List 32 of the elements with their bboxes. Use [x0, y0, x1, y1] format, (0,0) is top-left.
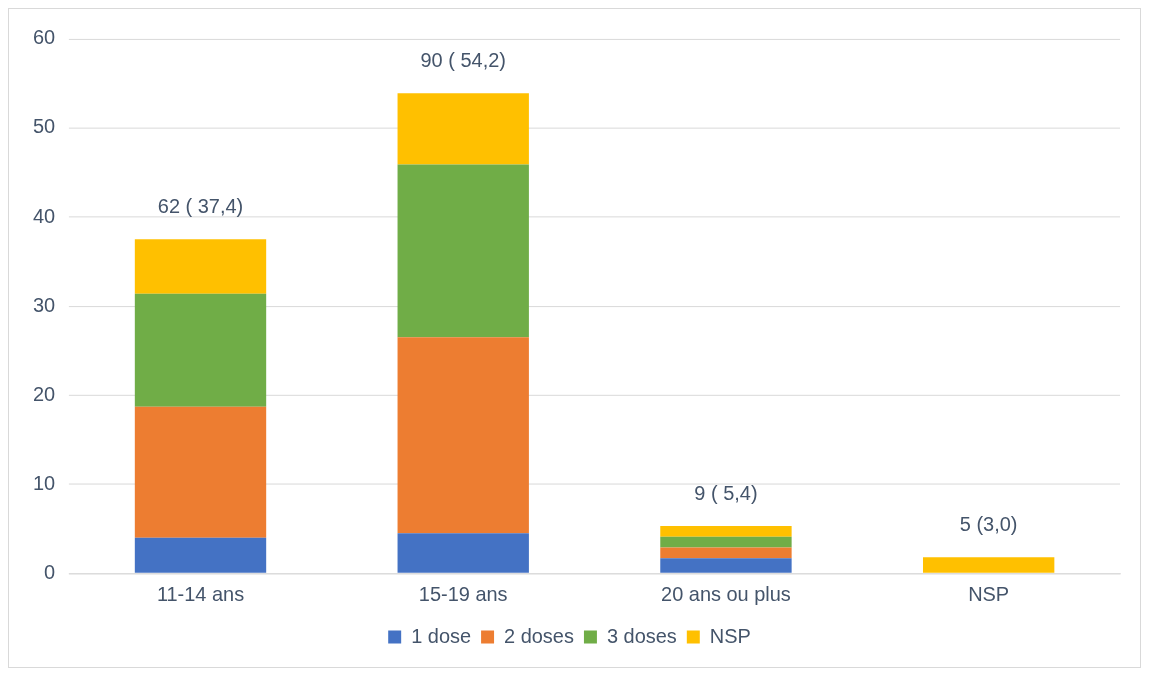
y-tick-label: 0: [44, 560, 56, 583]
bar: [397, 533, 529, 573]
bar: [134, 293, 267, 407]
legend-label: NSP: [709, 624, 751, 647]
bar: [660, 558, 792, 573]
x-tick-label: NSP: [968, 582, 1010, 605]
y-tick-label: 30: [32, 293, 56, 316]
bar: [134, 537, 267, 573]
y-tick-label: 50: [32, 115, 56, 138]
bar: [660, 526, 792, 537]
bar: [922, 557, 1055, 573]
legend-label: 2 doses: [504, 624, 574, 647]
bar: [397, 93, 529, 165]
bar: [397, 337, 529, 534]
total-label: 90 ( 54,2): [420, 48, 506, 71]
bar: [660, 547, 792, 559]
bar: [134, 239, 267, 294]
bar: [134, 406, 267, 538]
x-tick-label: 15-19 ans: [418, 582, 508, 605]
total-label: 62 ( 37,4): [157, 194, 244, 217]
x-tick-label: 11-14 ans: [156, 582, 245, 605]
y-tick-label: 10: [32, 471, 56, 494]
bar: [397, 164, 529, 338]
y-tick-label: 40: [32, 204, 56, 227]
bar: [660, 536, 792, 548]
total-label: 5 (3,0): [959, 512, 1018, 535]
legend-label: 1 dose: [411, 624, 472, 647]
y-tick-label: 20: [32, 382, 56, 405]
x-tick-label: 20 ans ou plus: [661, 582, 791, 605]
legend-label: 3 doses: [606, 624, 677, 647]
y-tick-label: 60: [32, 26, 56, 49]
total-label: 9 ( 5,4): [694, 481, 758, 504]
